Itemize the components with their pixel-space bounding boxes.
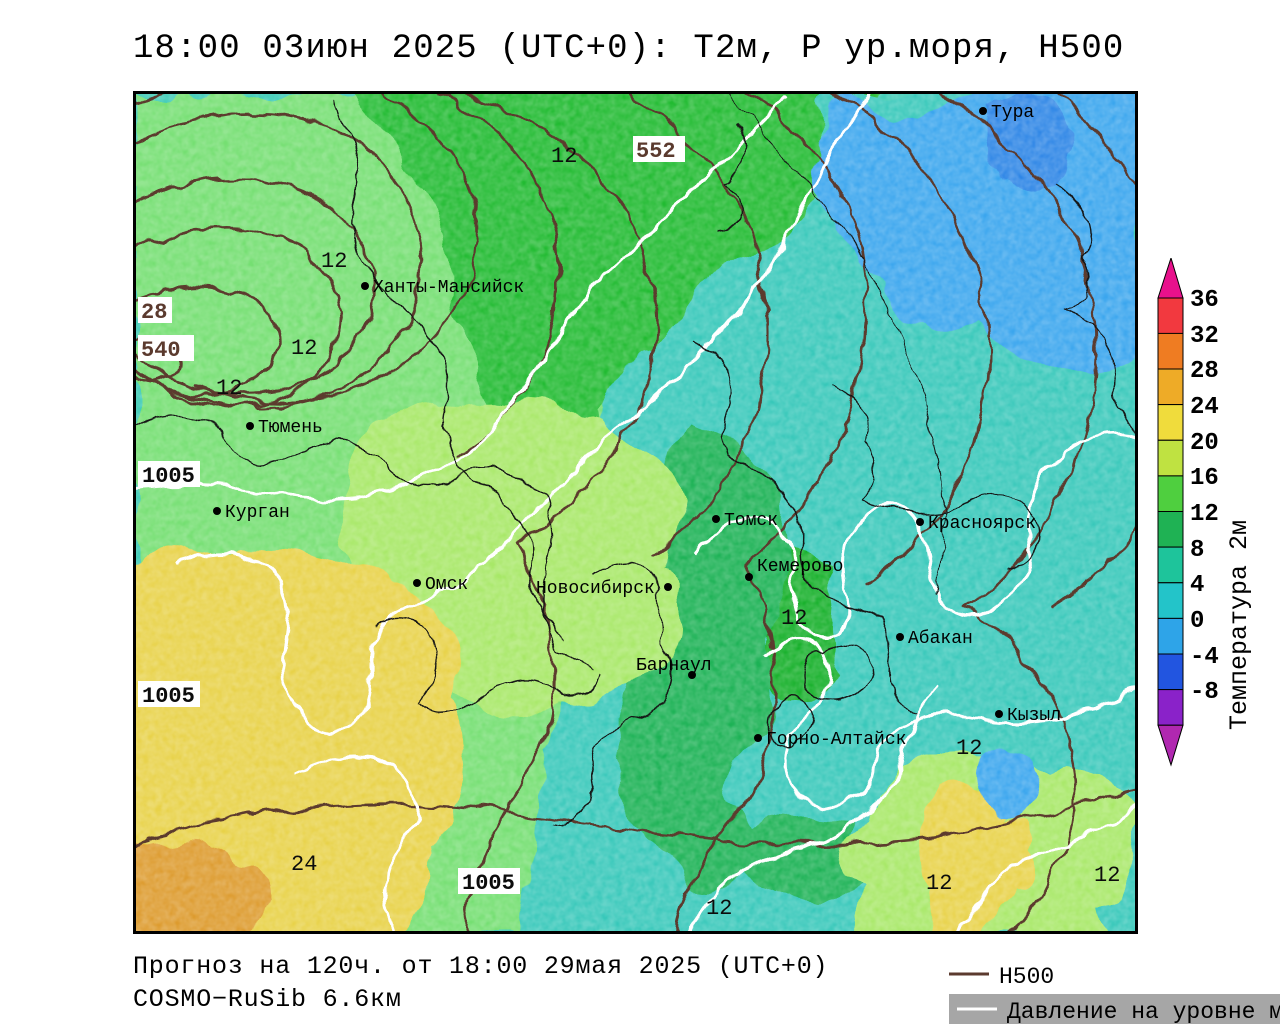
svg-text:Курган: Курган — [225, 503, 290, 523]
svg-text:4: 4 — [1190, 572, 1204, 599]
svg-text:1005: 1005 — [462, 871, 515, 896]
svg-text:12: 12 — [321, 249, 347, 274]
svg-text:24: 24 — [291, 852, 317, 877]
svg-text:-4: -4 — [1190, 644, 1219, 671]
svg-text:-8: -8 — [1190, 679, 1219, 706]
svg-text:H500: H500 — [999, 964, 1054, 990]
svg-text:16: 16 — [1190, 465, 1219, 492]
svg-text:Барнаул: Барнаул — [636, 656, 712, 676]
svg-text:8: 8 — [1190, 537, 1204, 564]
svg-text:12: 12 — [551, 144, 577, 169]
svg-text:Тюмень: Тюмень — [258, 418, 323, 438]
svg-text:1005: 1005 — [142, 684, 195, 709]
svg-text:28: 28 — [1190, 358, 1219, 385]
svg-text:Новосибирск: Новосибирск — [536, 578, 655, 599]
svg-text:Красноярск: Красноярск — [928, 514, 1036, 534]
svg-text:12: 12 — [956, 736, 982, 761]
svg-text:28: 28 — [141, 300, 167, 325]
svg-text:1005: 1005 — [142, 464, 195, 489]
svg-text:12: 12 — [926, 871, 952, 896]
svg-text:552: 552 — [636, 139, 676, 164]
svg-text:Кемерово: Кемерово — [757, 557, 843, 577]
svg-text:Кызыл: Кызыл — [1007, 706, 1061, 726]
svg-text:Температура 2м: Температура 2м — [1225, 520, 1254, 730]
svg-text:36: 36 — [1190, 287, 1219, 314]
svg-text:Ханты-Мансийск: Ханты-Мансийск — [373, 278, 524, 298]
svg-text:12: 12 — [1190, 501, 1219, 528]
svg-text:Тура: Тура — [991, 103, 1034, 123]
svg-text:Давление на уровне моря: Давление на уровне моря — [1007, 999, 1280, 1024]
svg-text:24: 24 — [1190, 394, 1219, 421]
svg-text:32: 32 — [1190, 323, 1219, 350]
svg-text:Абакан: Абакан — [908, 628, 973, 649]
svg-text:540: 540 — [141, 338, 181, 363]
svg-text:12: 12 — [1094, 863, 1120, 888]
svg-text:Томск: Томск — [724, 511, 778, 531]
svg-text:12: 12 — [781, 606, 807, 631]
svg-text:Омск: Омск — [425, 575, 468, 595]
svg-text:0: 0 — [1190, 608, 1204, 635]
svg-text:Горно-Алтайск: Горно-Алтайск — [766, 730, 906, 750]
svg-text:12: 12 — [291, 336, 317, 361]
svg-text:12: 12 — [216, 376, 242, 401]
svg-text:20: 20 — [1190, 430, 1219, 457]
svg-text:12: 12 — [706, 896, 732, 921]
